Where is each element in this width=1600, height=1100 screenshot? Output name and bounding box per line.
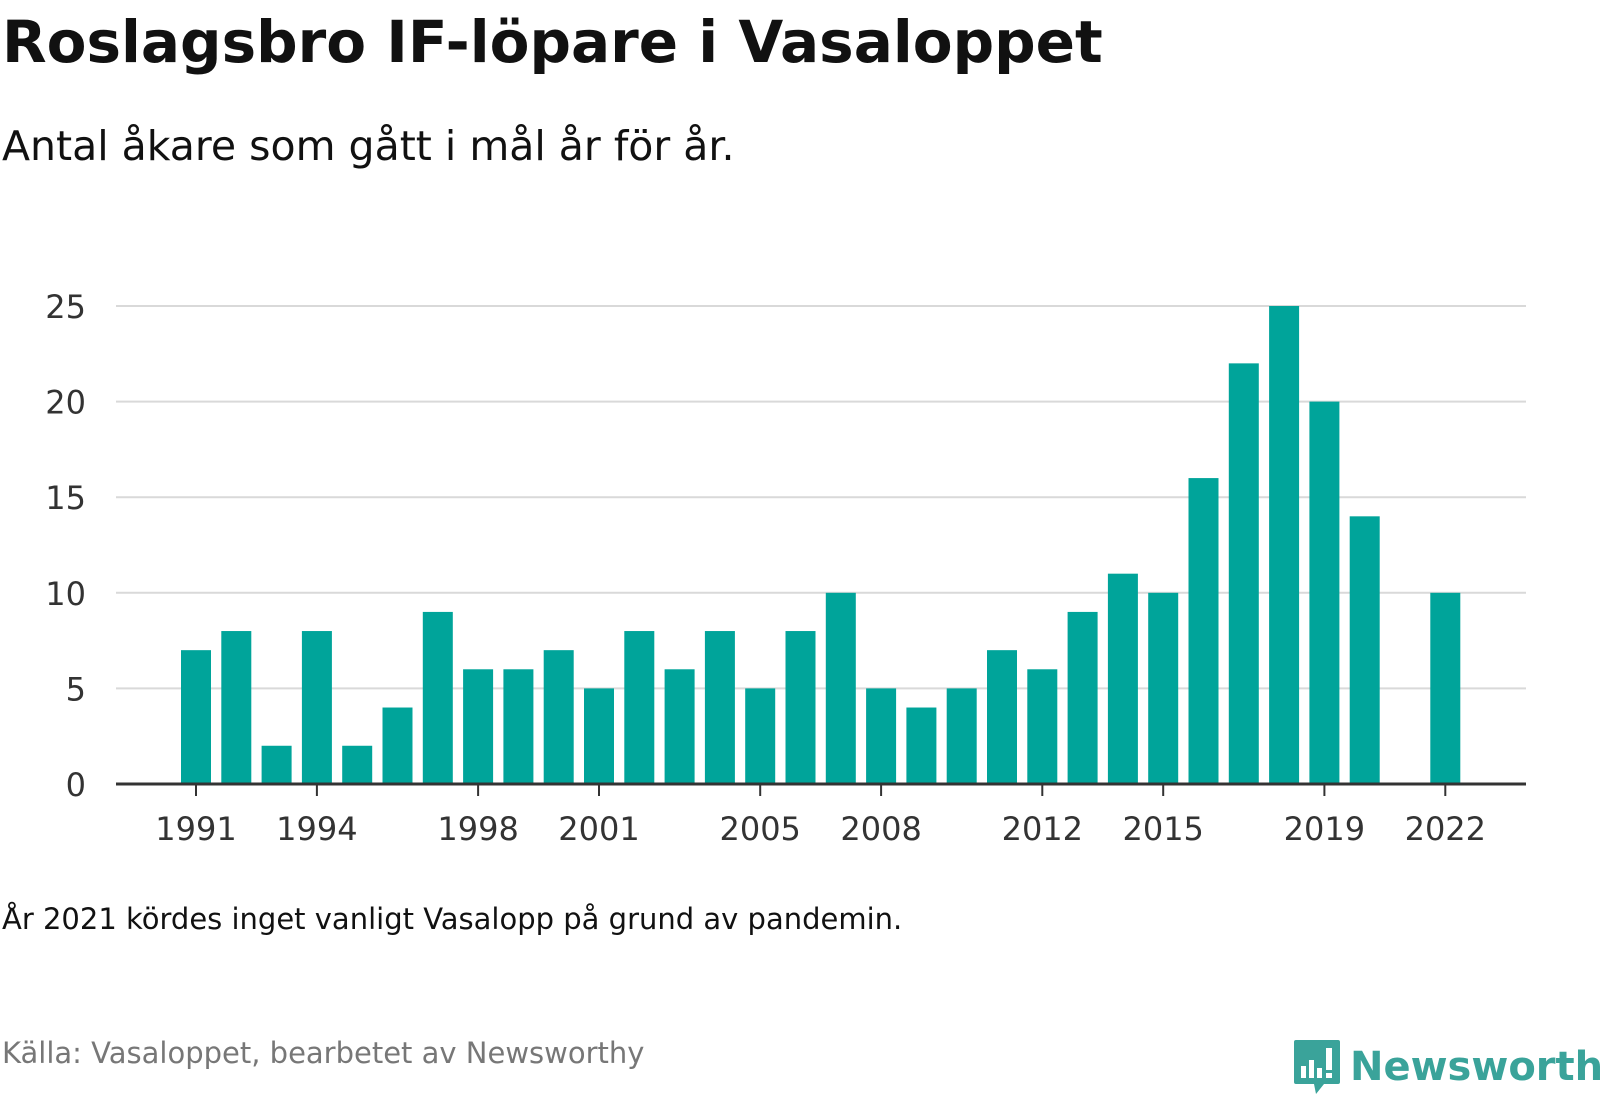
bar	[946, 688, 977, 784]
bar	[987, 650, 1017, 784]
newsworthy-logo-icon	[1294, 1040, 1340, 1094]
x-tick-label: 1994	[276, 810, 357, 848]
bar	[906, 707, 937, 784]
bar	[463, 669, 494, 784]
bar	[261, 745, 292, 784]
axes	[116, 782, 1526, 796]
x-tick-label: 2001	[558, 810, 639, 848]
brand-name: Newsworthy	[1350, 1044, 1600, 1090]
x-tick-label: 1991	[155, 810, 236, 848]
y-tick-label: 20	[45, 384, 86, 422]
bar	[422, 611, 453, 784]
x-tick-label: 2005	[719, 810, 800, 848]
bar	[624, 631, 655, 784]
bar	[543, 650, 574, 784]
chart-subtitle: Antal åkare som gått i mål år för år.	[2, 122, 735, 170]
bar	[785, 631, 816, 784]
bar	[181, 650, 211, 784]
bar	[1430, 592, 1461, 784]
bar	[1107, 573, 1138, 784]
chart-title: Roslagsbro IF-löpare i Vasaloppet	[2, 8, 1103, 76]
bar	[1349, 516, 1380, 784]
newsworthy-logo[interactable]: Newsworthy	[1292, 1038, 1600, 1096]
bar	[1309, 401, 1340, 784]
y-tick-label: 25	[45, 288, 86, 326]
bar	[1027, 669, 1058, 784]
y-tick-label: 10	[45, 575, 86, 613]
bar	[825, 592, 856, 784]
bar	[301, 631, 332, 784]
y-tick-label: 5	[66, 670, 86, 708]
x-tick-label: 2022	[1405, 810, 1486, 848]
bar	[503, 669, 534, 784]
x-tick-label: 2012	[1002, 810, 1083, 848]
bar	[342, 745, 373, 784]
x-tick-label: 2015	[1122, 810, 1203, 848]
bar	[221, 631, 252, 784]
y-tick-label: 0	[66, 766, 86, 804]
bar	[664, 669, 695, 784]
bar	[584, 688, 614, 784]
tick-labels: 0 5 10 15 20 25 1991 1994 1998 2001 2005 2008 2012 20…	[45, 288, 1486, 848]
bar	[866, 688, 897, 784]
bar	[745, 688, 776, 784]
x-tick-label: 2019	[1284, 810, 1365, 848]
bar	[1188, 478, 1219, 784]
x-tick-label: 2008	[840, 810, 921, 848]
bar	[1148, 592, 1179, 784]
bar	[1228, 363, 1259, 784]
bars	[181, 306, 1461, 784]
x-tick-label: 1998	[437, 810, 518, 848]
bar	[1067, 611, 1098, 784]
footnote: År 2021 kördes inget vanligt Vasalopp på…	[2, 902, 903, 936]
bar	[382, 707, 413, 784]
bar	[704, 631, 735, 784]
source-text: Källa: Vasaloppet, bearbetet av Newswort…	[2, 1036, 645, 1070]
y-tick-label: 15	[45, 479, 86, 517]
bar	[1269, 306, 1300, 784]
